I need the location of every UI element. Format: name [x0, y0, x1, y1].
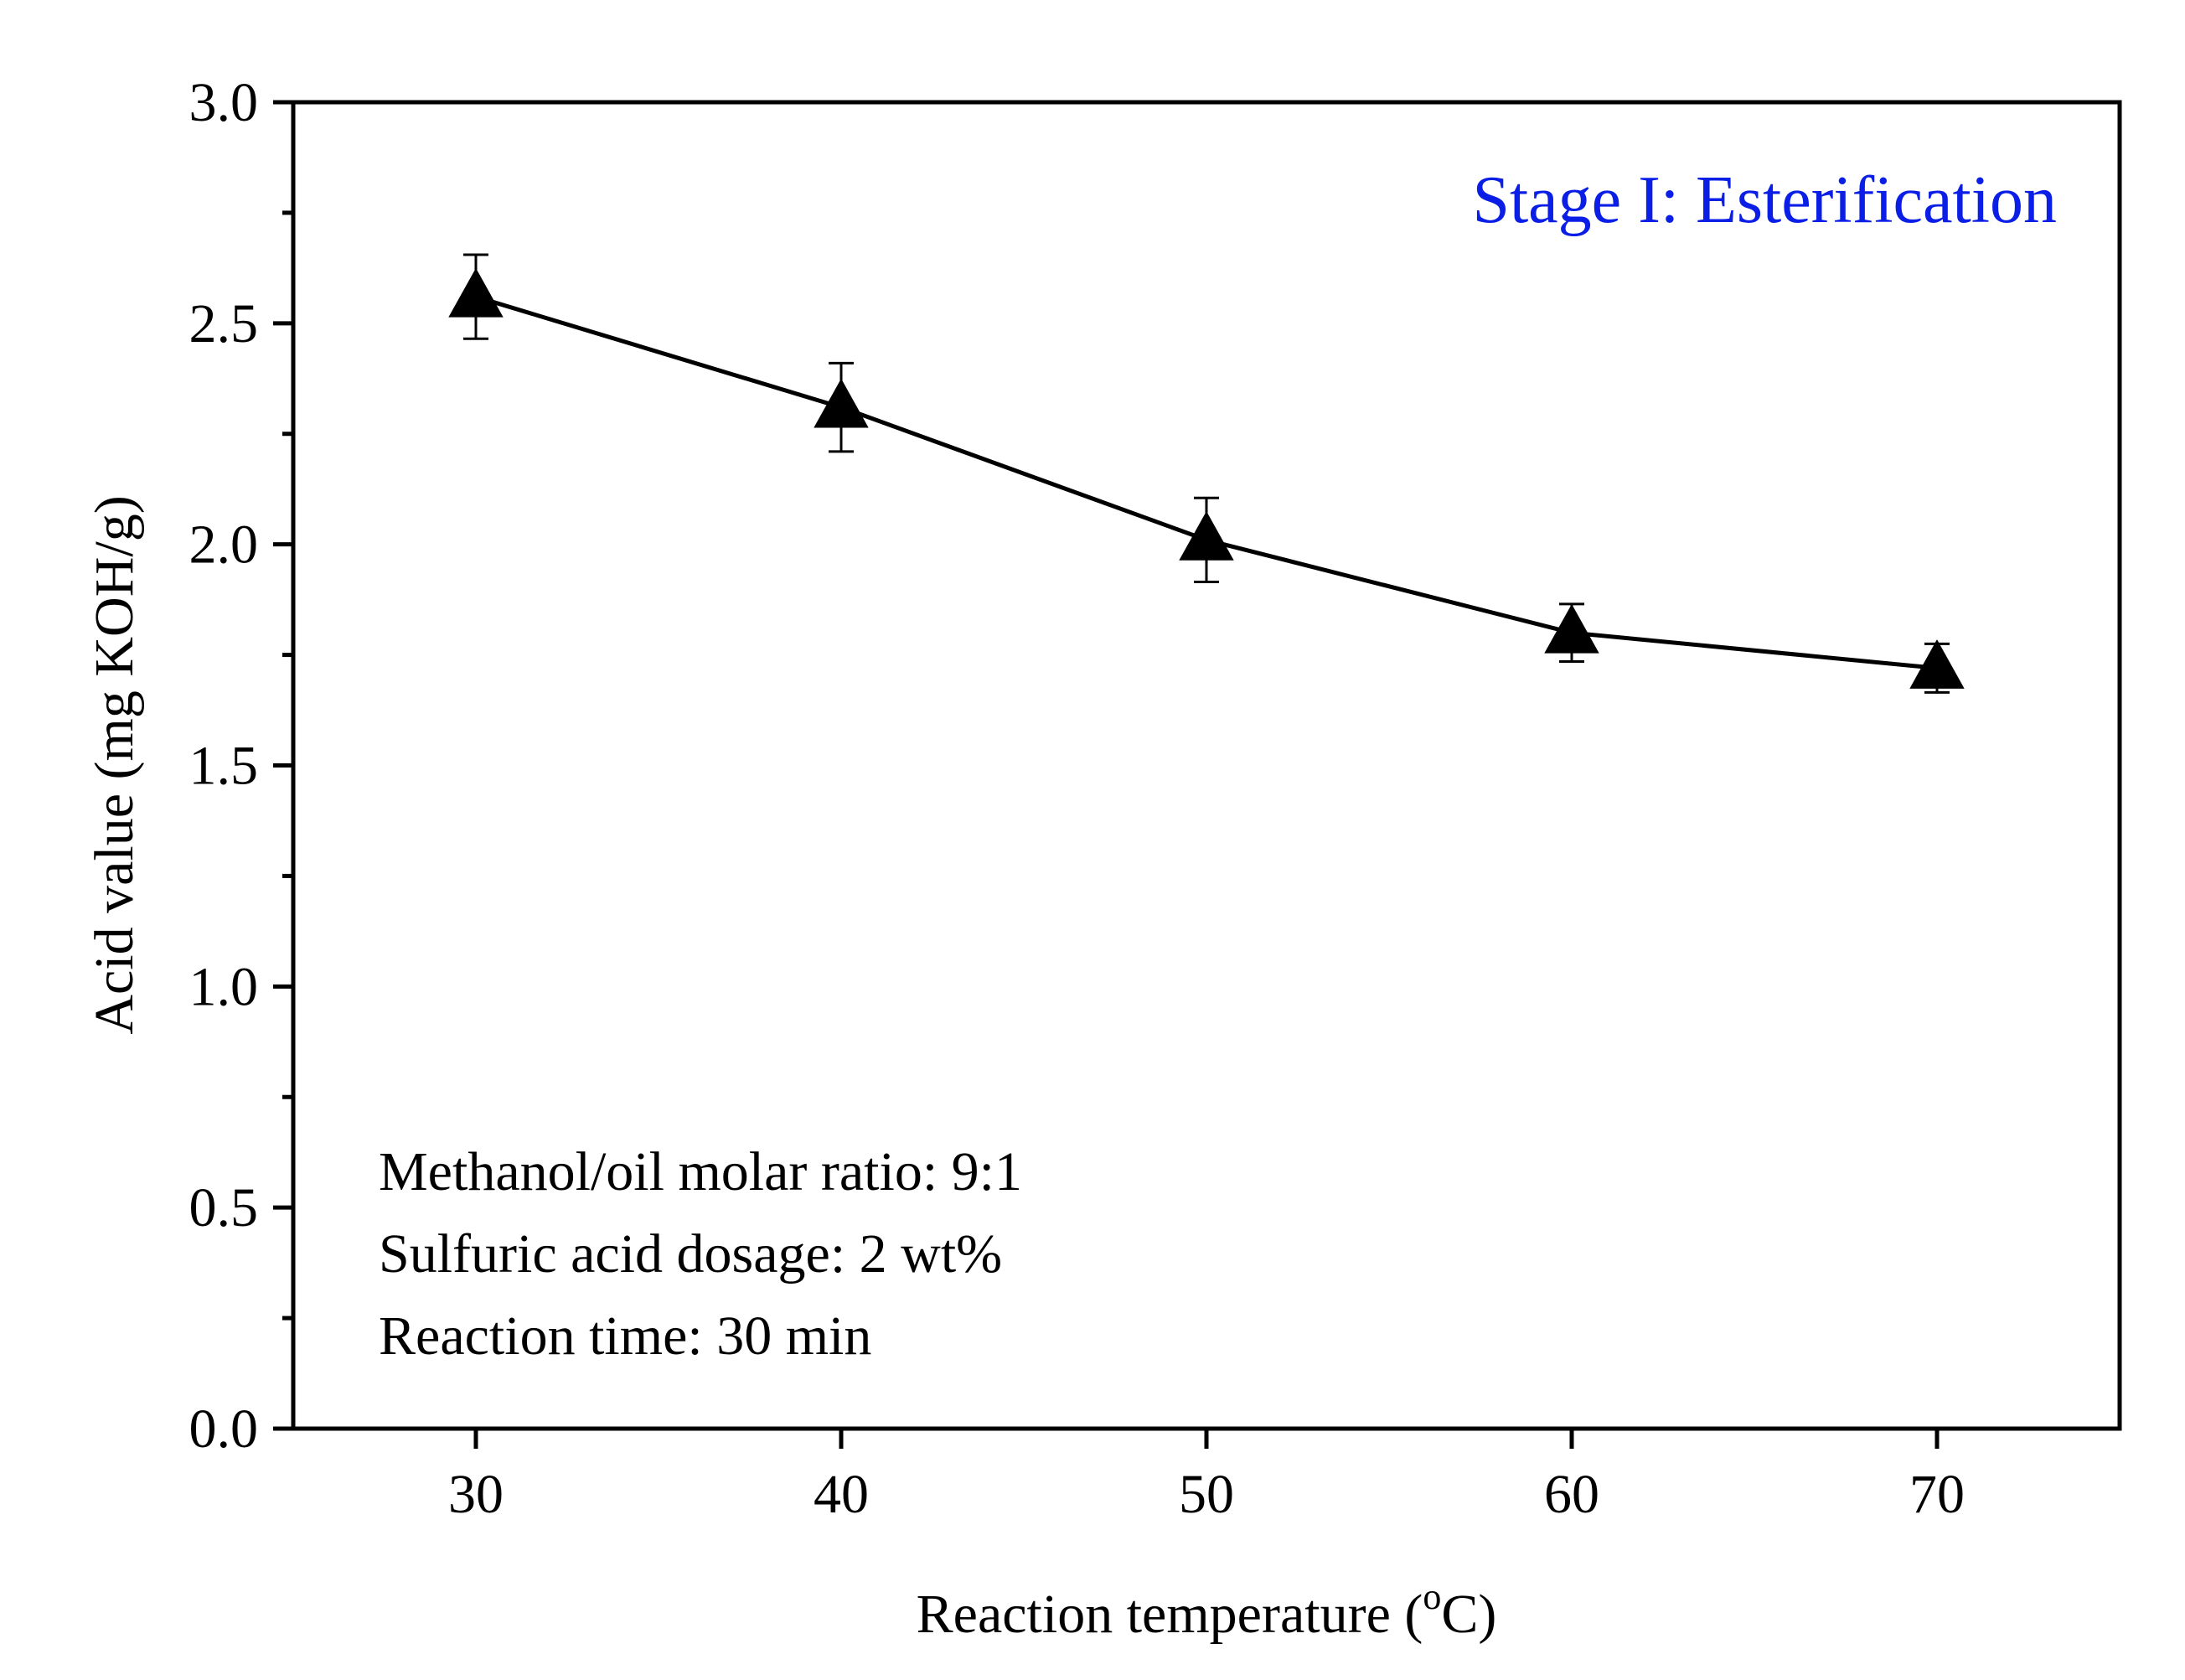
condition-line: Sulfuric acid dosage: 2 wt% — [379, 1223, 1002, 1285]
x-tick-label: 60 — [1544, 1464, 1599, 1525]
y-tick-label: 2.0 — [189, 514, 259, 576]
data-point-triangle — [1179, 511, 1234, 561]
data-point-triangle — [448, 267, 504, 318]
y-axis: 0.0 0.5 1.0 1.5 2.0 2.5 3.0 — [189, 72, 293, 1460]
x-axis-label-unit: C) — [1441, 1584, 1496, 1645]
x-axis: 30 40 50 60 70 — [448, 1429, 1965, 1525]
x-tick-label: 50 — [1179, 1464, 1234, 1525]
y-tick-label: 0.0 — [189, 1398, 259, 1460]
condition-line: Reaction time: 30 min — [379, 1305, 871, 1367]
y-tick-label: 1.5 — [189, 736, 259, 797]
y-axis-label: Acid value (mg KOH/g) — [84, 495, 145, 1034]
y-tick-label: 1.0 — [189, 956, 259, 1017]
chart-marks — [448, 253, 1965, 694]
y-tick-label: 2.5 — [189, 293, 259, 354]
x-tick-label: 40 — [814, 1464, 869, 1525]
x-axis-label-main: Reaction temperature ( — [917, 1584, 1423, 1645]
degree-superscript: o — [1423, 1576, 1441, 1617]
data-point-triangle — [1909, 639, 1965, 689]
data-point-triangle — [814, 378, 869, 428]
condition-line: Methanol/oil molar ratio: 9:1 — [379, 1141, 1022, 1202]
x-tick-label: 70 — [1909, 1464, 1965, 1525]
stage-annotation: Stage I: Esterification — [1472, 163, 2057, 237]
x-tick-label: 30 — [448, 1464, 504, 1525]
data-point-triangle — [1544, 603, 1599, 654]
x-axis-label: Reaction temperature (oC) — [917, 1576, 1497, 1645]
y-tick-label: 3.0 — [189, 72, 259, 133]
y-tick-label: 0.5 — [189, 1177, 259, 1238]
conditions-annotation: Methanol/oil molar ratio: 9:1 Sulfuric a… — [379, 1141, 1022, 1367]
